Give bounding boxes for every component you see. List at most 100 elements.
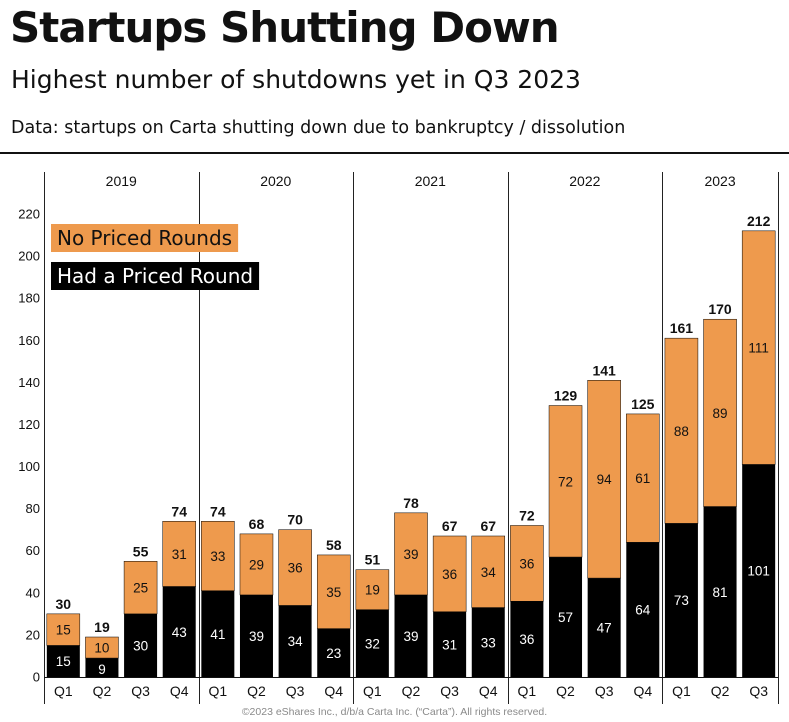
bar-no-priced-rounds	[201, 521, 235, 591]
bar-had-priced-round	[355, 609, 389, 677]
total-label: 67	[480, 518, 496, 534]
bar-had-priced-round	[278, 605, 312, 677]
total-label: 70	[287, 512, 303, 528]
segment-label-no-priced-rounds: 33	[210, 549, 225, 564]
bar-had-priced-round	[46, 645, 80, 677]
y-tick-label: 40	[26, 585, 40, 600]
y-axis-ticks: 0 20 40 60 80 100 120 140 160 180 200 220	[18, 207, 40, 685]
y-tick-label: 160	[18, 333, 40, 348]
chart-title: Startups Shutting Down	[10, 3, 560, 52]
segment-label-no-priced-rounds: 25	[133, 581, 148, 596]
header-rule	[0, 152, 789, 154]
total-label: 212	[747, 213, 771, 229]
segment-label-had-priced-round: 81	[713, 585, 728, 600]
segment-label-had-priced-round: 36	[519, 632, 534, 647]
segment-label-no-priced-rounds: 72	[558, 474, 573, 489]
segment-label-no-priced-rounds: 88	[674, 424, 689, 439]
bar-had-priced-round	[664, 523, 698, 677]
year-label: 2023	[704, 173, 735, 189]
x-tick-label: Q3	[440, 683, 459, 699]
bar-no-priced-rounds	[162, 521, 196, 587]
segment-label-no-priced-rounds: 89	[713, 406, 728, 421]
year-label: 2022	[569, 173, 600, 189]
x-tick-label: Q3	[749, 683, 768, 699]
segment-label-no-priced-rounds: 36	[288, 561, 303, 576]
year-label: 2021	[415, 173, 446, 189]
bar-had-priced-round	[124, 613, 158, 677]
segment-label-no-priced-rounds: 36	[442, 567, 457, 582]
segment-label-no-priced-rounds: 111	[748, 341, 769, 356]
y-tick-label: 20	[26, 627, 40, 642]
bar-had-priced-round	[703, 506, 737, 677]
segment-label-had-priced-round: 33	[481, 635, 496, 650]
segment-label-had-priced-round: 23	[326, 646, 341, 661]
bar-no-priced-rounds	[123, 561, 158, 615]
chart-subtitle: Highest number of shutdowns yet in Q3 20…	[11, 65, 581, 94]
segment-label-no-priced-rounds: 34	[481, 565, 497, 580]
total-label: 51	[365, 552, 381, 568]
segment-label-had-priced-round: 9	[98, 662, 106, 677]
segment-label-no-priced-rounds: 15	[56, 623, 71, 638]
legend-had-a-priced-round: Had a Priced Round	[51, 262, 260, 290]
segment-label-had-priced-round: 39	[249, 629, 264, 644]
segment-label-no-priced-rounds: 39	[403, 547, 418, 562]
total-label: 55	[133, 543, 149, 559]
segment-label-had-priced-round: 39	[403, 629, 418, 644]
segment-label-had-priced-round: 47	[597, 621, 612, 636]
x-tick-label: Q4	[324, 683, 343, 699]
total-label: 58	[326, 537, 342, 553]
segment-label-no-priced-rounds: 61	[635, 471, 650, 486]
legend-swatch	[51, 224, 239, 252]
legend-label: No Priced Rounds	[57, 226, 232, 250]
bar-no-priced-rounds	[239, 533, 274, 596]
total-label: 129	[554, 388, 578, 404]
bar-no-priced-rounds	[741, 230, 776, 465]
bar-had-priced-round	[626, 542, 660, 677]
x-tick-label: Q3	[286, 683, 305, 699]
bar-no-priced-rounds	[510, 525, 544, 602]
x-tick-label: Q2	[247, 683, 266, 699]
legend-no-priced-rounds: No Priced Rounds	[51, 224, 239, 252]
bar-no-priced-rounds	[626, 413, 660, 543]
year-label: 2019	[106, 173, 137, 189]
total-label: 30	[56, 596, 72, 612]
x-tick-label: Q3	[131, 683, 150, 699]
x-tick-label: Q4	[479, 683, 498, 699]
x-tick-label: Q1	[518, 683, 537, 699]
bar-no-priced-rounds	[46, 613, 81, 646]
x-tick-label: Q1	[54, 683, 73, 699]
x-tick-label: Q2	[93, 683, 112, 699]
segment-label-had-priced-round: 15	[56, 654, 71, 669]
segment-label-had-priced-round: 64	[635, 603, 651, 618]
bars	[46, 230, 776, 677]
bar-had-priced-round	[510, 601, 544, 677]
total-label: 74	[171, 503, 187, 519]
y-tick-label: 80	[26, 501, 40, 516]
x-tick-label: Q1	[363, 683, 382, 699]
legend-label: Had a Priced Round	[57, 264, 253, 288]
year-dividers	[44, 172, 779, 704]
y-tick-label: 100	[18, 459, 40, 474]
x-tick-label: Q1	[672, 683, 691, 699]
segment-label-had-priced-round: 32	[365, 636, 380, 651]
total-label: 74	[210, 503, 226, 519]
total-label: 141	[592, 362, 616, 378]
x-tick-label: Q2	[556, 683, 575, 699]
segment-label-had-priced-round: 43	[172, 625, 187, 640]
year-label: 2020	[260, 173, 291, 189]
segment-label-had-priced-round: 101	[747, 564, 770, 579]
bar-had-priced-round	[587, 578, 621, 677]
bar-no-priced-rounds	[316, 554, 351, 629]
x-axis-tick-labels: Q1 Q2 Q3 Q4 Q1 Q2 Q3 Q4 Q1 Q2 Q3 Q4 Q1 Q2 Q3 Q4 Q1 Q2 Q3	[54, 683, 768, 699]
bar-had-priced-round	[394, 594, 428, 677]
legend-swatch	[51, 262, 260, 290]
y-tick-label: 140	[18, 375, 40, 390]
segment-label-had-priced-round: 41	[210, 627, 225, 642]
bar-had-priced-round	[239, 594, 273, 677]
data-source-note: Data: startups on Carta shutting down du…	[11, 118, 626, 138]
total-label: 125	[631, 396, 655, 412]
legend: No Priced Rounds Had a Priced Round	[51, 224, 260, 290]
x-tick-label: Q3	[595, 683, 614, 699]
bar-no-priced-rounds	[703, 318, 737, 507]
bar-no-priced-rounds	[587, 380, 621, 579]
